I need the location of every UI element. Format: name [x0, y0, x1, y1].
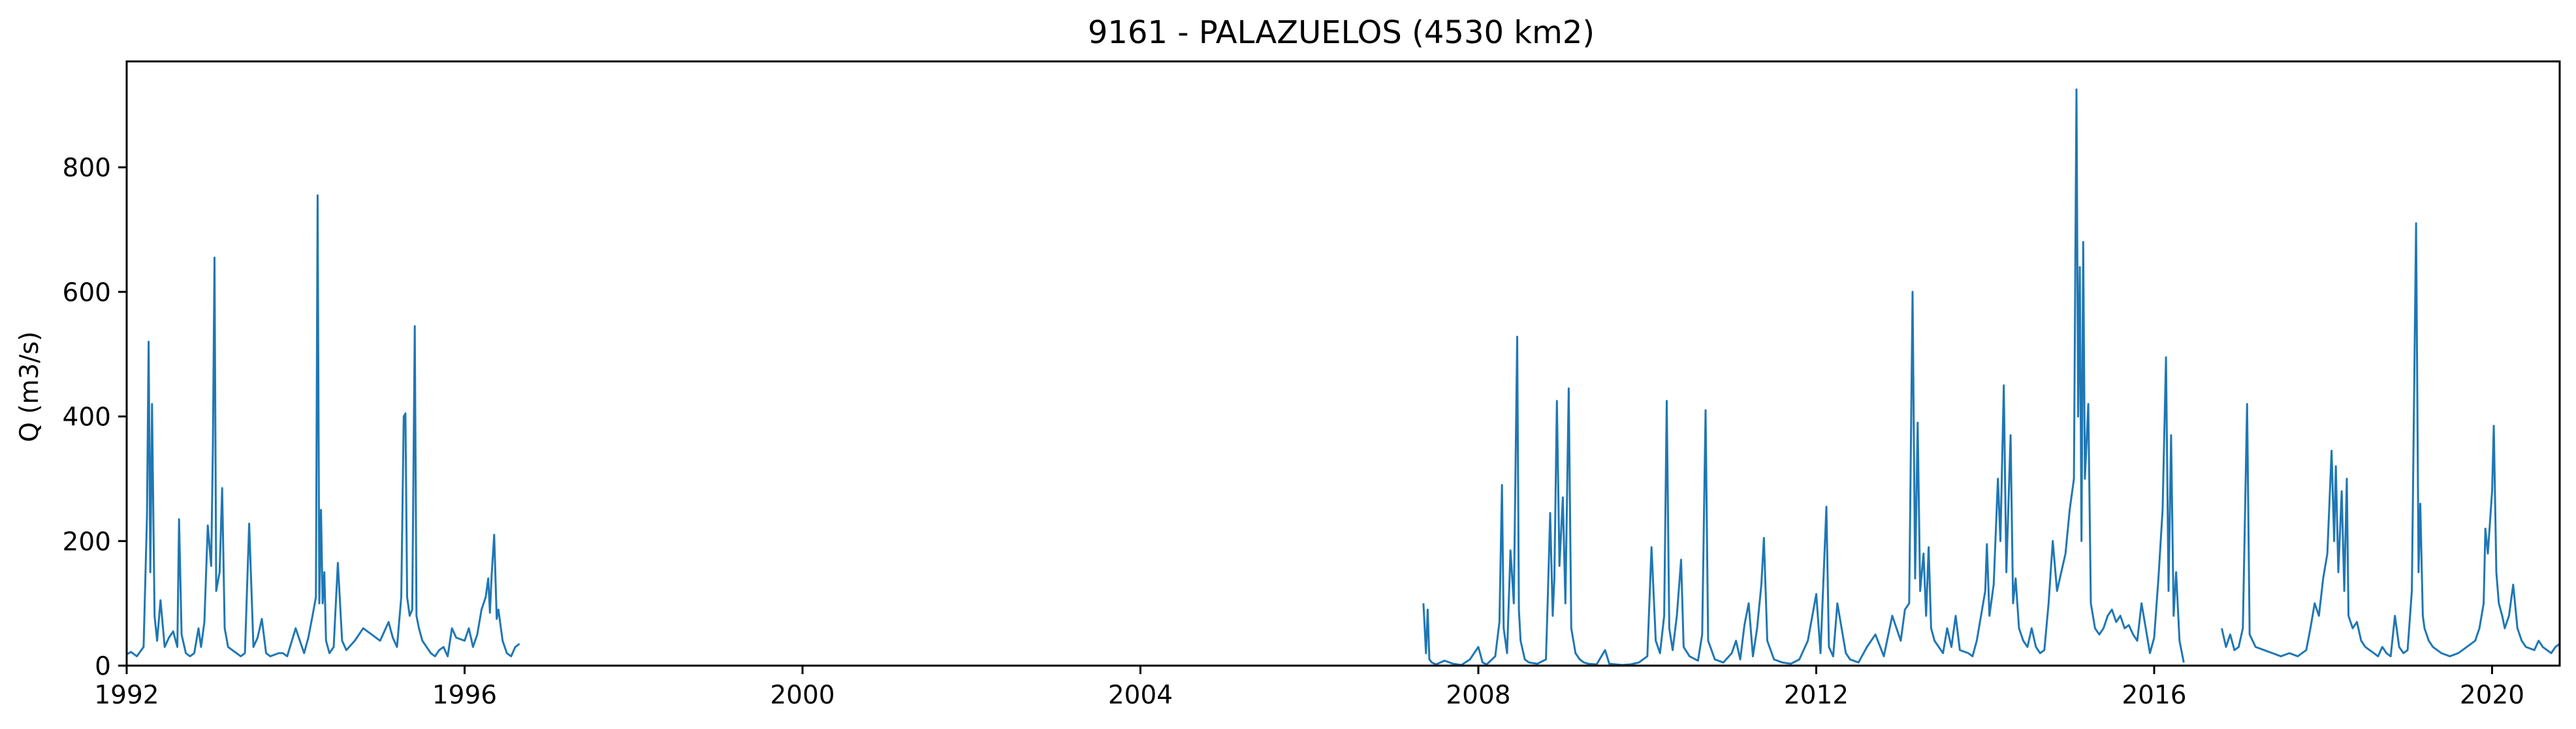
y-axis-label: Q (m3/s) [15, 331, 44, 442]
y-tick-label: 800 [63, 154, 111, 183]
plot-frame [125, 60, 2561, 667]
x-tick-label: 2016 [2122, 681, 2186, 710]
y-tick-label: 0 [95, 652, 111, 681]
y-tick-label: 400 [63, 403, 111, 432]
x-tick-label: 2000 [770, 681, 835, 710]
y-tick-label: 200 [63, 527, 111, 557]
x-tick-label: 2020 [2460, 681, 2524, 710]
y-tick-label: 600 [63, 278, 111, 308]
x-tick-label: 2008 [1446, 681, 1510, 710]
x-tick-label: 1992 [94, 681, 159, 710]
axes-layer: 1992 1996 2000 2004 2008 2012 2016 2020 0 200 400 6… [63, 60, 2561, 710]
x-tick-label: 2004 [1108, 681, 1173, 710]
x-tick-label: 1996 [432, 681, 497, 710]
chart-title: 9161 - PALAZUELOS (4530 km2) [1088, 14, 1595, 51]
series-line-segment-2 [1422, 88, 2185, 666]
series-line-segment-3 [2221, 222, 2560, 658]
series-layer [126, 88, 2560, 666]
series-line-segment-1 [126, 194, 520, 658]
x-tick-label: 2012 [1784, 681, 1849, 710]
